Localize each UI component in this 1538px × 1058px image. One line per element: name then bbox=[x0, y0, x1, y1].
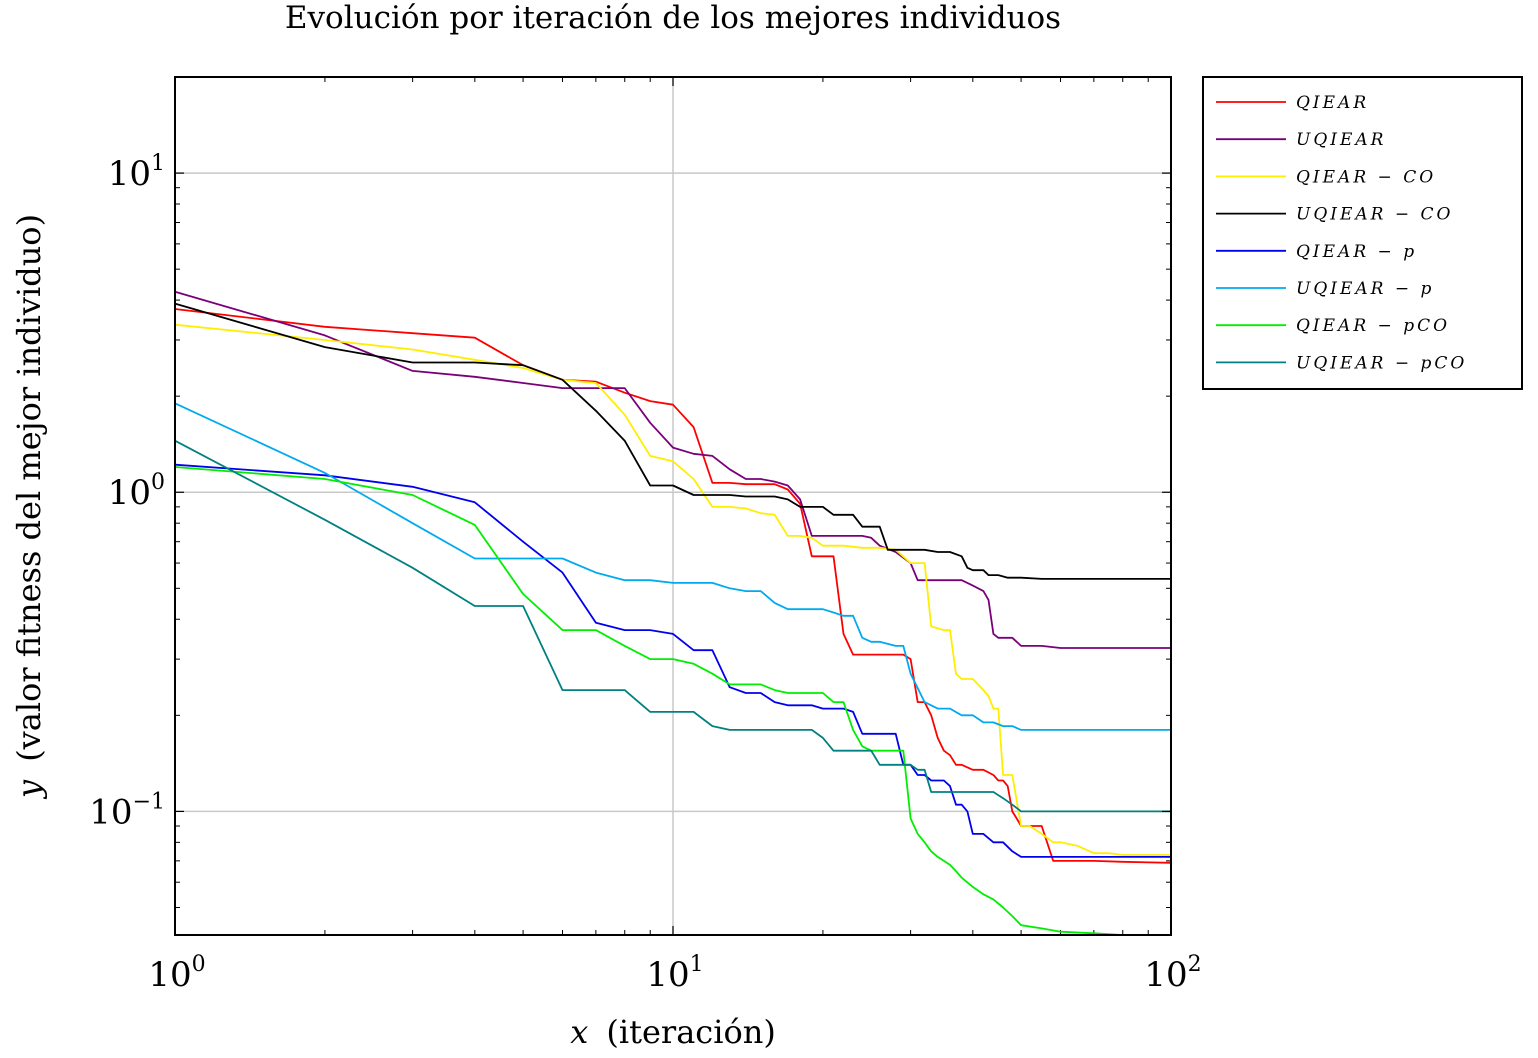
legend-box bbox=[1202, 76, 1523, 390]
x-tick-label: 100 bbox=[148, 952, 205, 995]
y-tick-label: 100 bbox=[108, 470, 165, 513]
y-tick-exponent: −1 bbox=[133, 789, 165, 814]
chart-title: Evolución por iteración de los mejores i… bbox=[285, 0, 1061, 36]
series-line-6 bbox=[174, 402, 1171, 731]
x-tick-base: 10 bbox=[148, 955, 191, 995]
x-tick-label: 101 bbox=[646, 952, 703, 995]
y-tick-base: 10 bbox=[108, 473, 151, 513]
x-tick-exponent: 0 bbox=[192, 952, 206, 977]
legend-label: UQIEAR − p bbox=[1296, 279, 1434, 299]
legend-label: UQIEAR − pCO bbox=[1296, 353, 1467, 373]
legend-label: QIEAR − p bbox=[1296, 242, 1417, 262]
y-tick-base: 10 bbox=[108, 154, 151, 194]
y-tick-exponent: 0 bbox=[151, 470, 165, 495]
series-line-2 bbox=[174, 290, 1171, 649]
y-axis-text: (valor fitness del mejor individuo) bbox=[10, 214, 48, 762]
series-line-1 bbox=[174, 308, 1172, 864]
x-axis-text: (iteración) bbox=[606, 1013, 775, 1051]
y-tick-exponent: 1 bbox=[151, 151, 165, 176]
y-tick-label: 101 bbox=[108, 151, 165, 194]
y-axis-label: y (valor fitness del mejor individuo) bbox=[10, 214, 48, 800]
x-axis-var: x bbox=[570, 1013, 588, 1051]
legend-label: QIEAR − pCO bbox=[1296, 316, 1450, 336]
series-line-4 bbox=[174, 302, 1171, 580]
x-tick-exponent: 1 bbox=[690, 952, 704, 977]
series-line-8 bbox=[174, 439, 1171, 813]
x-axis-ticks: 100 101 102 bbox=[148, 77, 1202, 995]
x-tick-exponent: 2 bbox=[1188, 952, 1202, 977]
legend-label: UQIEAR − CO bbox=[1296, 205, 1453, 225]
legend-label: QIEAR bbox=[1296, 93, 1369, 113]
x-tick-label: 102 bbox=[1144, 952, 1201, 995]
x-tick-base: 10 bbox=[646, 955, 689, 995]
y-tick-base: 10 bbox=[89, 792, 132, 832]
series-layer bbox=[174, 290, 1172, 936]
y-axis-var: y bbox=[10, 779, 48, 800]
legend-label: QIEAR − CO bbox=[1296, 167, 1436, 187]
grid-lines bbox=[175, 77, 1171, 935]
x-axis-label: x (iteración) bbox=[570, 1013, 776, 1051]
legend: QIEAR UQIEAR QIEAR − CO UQIEAR − CO QIEAR − … bbox=[1202, 76, 1523, 390]
series-line-5 bbox=[174, 463, 1171, 858]
legend-label: UQIEAR bbox=[1296, 130, 1386, 150]
x-tick-base: 10 bbox=[1144, 955, 1187, 995]
y-tick-label: 10−1 bbox=[89, 789, 165, 832]
